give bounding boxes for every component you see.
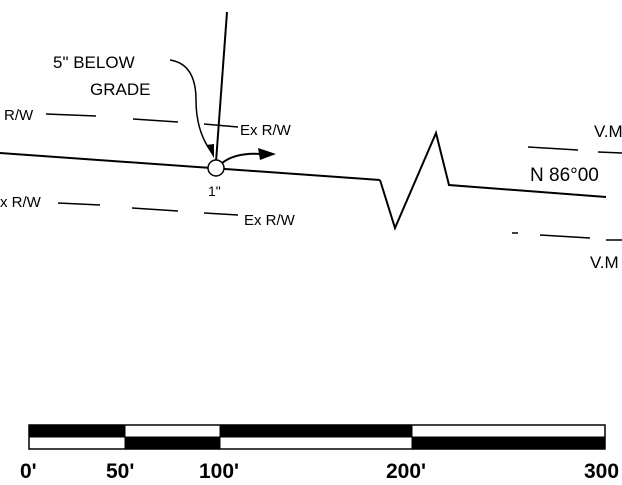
vm-top-dash2: [597, 151, 622, 154]
callout-line1: 5" BELOW: [53, 53, 135, 72]
row-label-top-ex: Ex R/W: [240, 122, 292, 139]
scale-tick-200: 200': [386, 460, 426, 483]
centerline-left: [0, 152, 381, 181]
row-line-bottom-seg3: [203, 212, 239, 216]
monument-arrowhead: [258, 148, 276, 160]
row-line-top-seg1: [45, 113, 97, 117]
callout-line2: GRADE: [90, 80, 150, 99]
row-line-top-seg3: [203, 123, 239, 128]
leader-line-vertical: [215, 11, 228, 163]
break-symbol: [379, 129, 607, 231]
row-line-bottom-seg2: [131, 207, 179, 212]
scale-tick-0: 0': [20, 460, 37, 483]
monument-circle: [207, 159, 225, 177]
vm-top-dash1: [527, 146, 579, 151]
row-line-top-seg2: [132, 118, 179, 123]
callout-leader: [169, 59, 211, 151]
vm-label-bottom: V.M: [590, 253, 619, 272]
scale-bar: [28, 424, 606, 450]
scale-tick-100: 100': [199, 460, 239, 483]
bearing-label: N 86°00: [530, 165, 599, 186]
row-label-bottom-ex: Ex R/W: [244, 212, 296, 229]
scale-tick-50: 50': [106, 460, 134, 483]
vm-label-top: V.M: [594, 122, 622, 141]
callout-arrowhead: [206, 144, 214, 158]
monument-arrow-curve: [221, 152, 263, 164]
monument-marker-label: 1": [208, 183, 221, 199]
row-label-top-left: R/W: [4, 107, 34, 124]
row-label-bottom-left: x R/W: [0, 194, 42, 211]
row-line-bottom-seg1: [57, 202, 101, 206]
vm-bottom-dash2: [539, 234, 591, 239]
scale-tick-300: 300: [584, 460, 619, 483]
